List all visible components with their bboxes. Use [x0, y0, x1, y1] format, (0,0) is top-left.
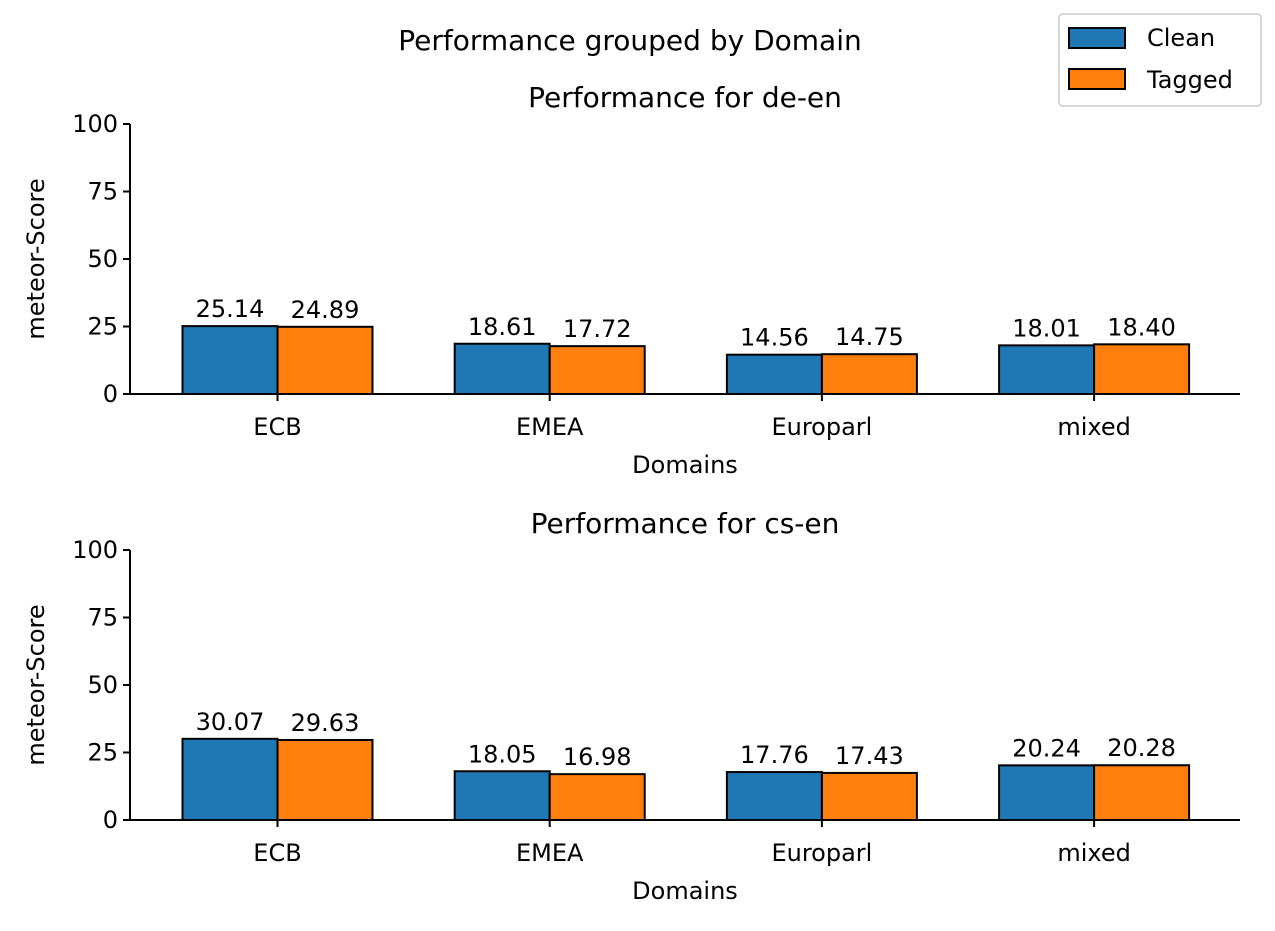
bar-clean-mixed [998, 764, 1096, 821]
y-tick-label: 0 [103, 806, 118, 834]
legend-label-clean: Clean [1147, 24, 1215, 52]
bar-clean-ecb [181, 325, 279, 396]
data-label-clean-europarl: 14.56 [740, 324, 809, 352]
axes-title: Performance for de-en [528, 81, 842, 114]
y-tick-label: 50 [87, 245, 118, 273]
data-label-clean-europarl: 17.76 [740, 741, 809, 769]
bar-tagged-emea [548, 773, 646, 821]
panel-cs-en: Performance for cs-en 30.07 18.05 17.76 20.2… [22, 507, 1240, 905]
x-tick-label-emea: EMEA [516, 839, 584, 867]
legend-label-tagged: Tagged [1146, 66, 1233, 94]
legend-swatch-clean [1068, 27, 1126, 49]
bar-tagged-ecb [276, 325, 374, 395]
x-tick-label-ecb: ECB [253, 413, 301, 441]
bar-clean-mixed [998, 344, 1096, 395]
axes-title: Performance for cs-en [531, 507, 840, 540]
data-label-tagged-emea: 16.98 [563, 743, 632, 771]
x-tick-label-emea: EMEA [516, 413, 584, 441]
y-tick-label: 100 [72, 110, 118, 138]
x-axis-label: Domains [632, 877, 738, 905]
data-label-tagged-ecb: 29.63 [291, 709, 360, 737]
y-tick-label: 75 [87, 178, 118, 206]
y-tick-label: 0 [103, 380, 118, 408]
data-label-clean-mixed: 18.01 [1012, 314, 1081, 342]
bar-tagged-mixed [1093, 343, 1191, 396]
y-axis-label: meteor-Score [22, 178, 50, 339]
bar-tagged-europarl [820, 771, 918, 822]
data-label-tagged-ecb: 24.89 [291, 296, 360, 324]
bar-tagged-emea [548, 345, 646, 396]
bar-clean-ecb [181, 737, 279, 821]
bar-tagged-ecb [276, 738, 374, 822]
data-label-tagged-mixed: 20.28 [1107, 734, 1176, 762]
data-label-tagged-emea: 17.72 [563, 315, 632, 343]
x-tick-label-mixed: mixed [1057, 413, 1131, 441]
bar-clean-emea [453, 770, 551, 822]
bar-tagged-europarl [820, 353, 918, 395]
y-tick-label: 25 [87, 313, 118, 341]
y-axis-label: meteor-Score [22, 604, 50, 765]
data-label-tagged-europarl: 17.43 [835, 742, 904, 770]
x-tick-label-mixed: mixed [1057, 839, 1131, 867]
data-label-clean-ecb: 25.14 [196, 295, 265, 323]
legend-swatch-tagged [1068, 68, 1126, 90]
figure-title: Performance grouped by Domain [398, 24, 861, 57]
y-tick-label: 50 [87, 671, 118, 699]
y-tick-label: 100 [72, 536, 118, 564]
data-label-tagged-mixed: 18.40 [1107, 313, 1176, 341]
bar-tagged-mixed [1093, 764, 1191, 822]
legend: Clean Tagged [1058, 13, 1262, 107]
data-label-clean-ecb: 30.07 [196, 708, 265, 736]
x-tick-label-europarl: Europarl [771, 413, 872, 441]
bar-clean-emea [453, 342, 551, 395]
data-label-clean-emea: 18.05 [468, 740, 537, 768]
data-label-clean-emea: 18.61 [468, 313, 537, 341]
x-axis-label: Domains [632, 451, 738, 479]
y-tick-label: 25 [87, 739, 118, 767]
bar-clean-europarl [725, 353, 823, 395]
bar-clean-europarl [725, 771, 823, 821]
panel-de-en: Performance for de-en 25.14 18.61 14.56 18.0… [22, 81, 1240, 479]
x-tick-label-ecb: ECB [253, 839, 301, 867]
data-label-tagged-europarl: 14.75 [835, 323, 904, 351]
y-tick-label: 75 [87, 604, 118, 632]
x-tick-label-europarl: Europarl [771, 839, 872, 867]
data-label-clean-mixed: 20.24 [1012, 734, 1081, 762]
